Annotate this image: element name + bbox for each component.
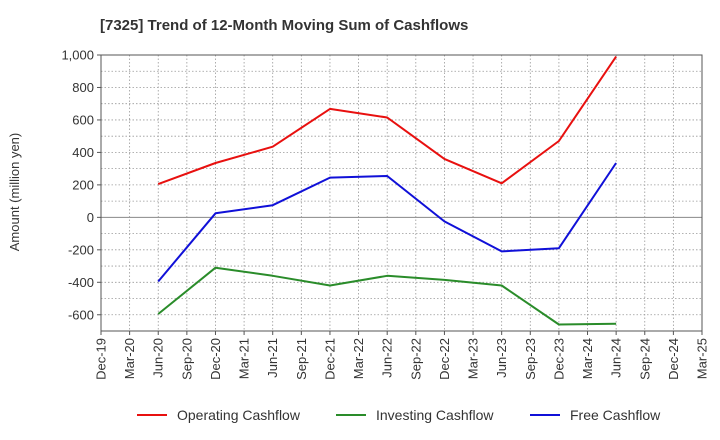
y-tick-label: 200 [72,177,94,192]
x-tick-label: Jun-22 [380,338,395,378]
x-tick-label: Mar-23 [466,338,481,379]
x-axis-ticks: Dec-19 Mar-20 Jun-20 Sep-20 Dec-20 Mar-21 Jun-… [94,331,710,380]
y-tick-label: -400 [68,275,94,290]
legend: Operating Cashflow Investing Cashflow Free… [137,407,661,423]
x-tick-label: Sep-24 [637,338,652,380]
x-tick-label: Dec-19 [94,338,109,380]
y-tick-label: 600 [72,112,94,127]
x-tick-label: Sep-20 [179,338,194,380]
x-tick-label: Dec-20 [208,338,223,380]
y-tick-label: -200 [68,242,94,257]
x-tick-label: Jun-23 [494,338,509,378]
plot-border [100,54,703,332]
y-tick-label: 0 [87,210,94,225]
series-layer [157,56,617,326]
x-tick-label: Dec-21 [322,338,337,380]
legend-label-operating-cashflow: Operating Cashflow [177,407,301,423]
x-tick-label: Mar-21 [237,338,252,379]
x-tick-label: Jun-20 [151,338,166,378]
grid-layer [100,54,703,332]
plot-frame [100,54,703,332]
x-tick-label: Mar-24 [580,338,595,379]
x-tick-label: Jun-21 [265,338,280,378]
y-tick-label: 800 [72,80,94,95]
x-tick-label: Mar-22 [351,338,366,379]
legend-label-free-cashflow: Free Cashflow [570,407,661,423]
series-line-free-cashflow [157,162,617,283]
x-tick-label: Sep-21 [294,338,309,380]
x-tick-label: Dec-23 [551,338,566,380]
x-tick-label: Dec-24 [666,338,681,380]
x-tick-label: Dec-22 [437,338,452,380]
y-axis-ticks: -600 -400 -200 0 200 400 600 800 1,000 [61,48,101,322]
x-tick-label: Jun-24 [609,338,624,378]
chart-title: [7325] Trend of 12-Month Moving Sum of C… [100,17,468,34]
x-tick-label: Sep-22 [408,338,423,380]
x-tick-label: Mar-25 [695,338,710,379]
legend-label-investing-cashflow: Investing Cashflow [376,407,494,423]
y-tick-label: -600 [68,307,94,322]
series-line-operating-cashflow [157,56,617,186]
y-tick-label: 400 [72,145,94,160]
x-tick-label: Mar-20 [122,338,137,379]
series-line-investing-cashflow [157,266,617,326]
y-axis-label: Amount (million yen) [7,133,22,252]
x-tick-label: Sep-23 [523,338,538,380]
y-tick-label: 1,000 [61,48,94,63]
